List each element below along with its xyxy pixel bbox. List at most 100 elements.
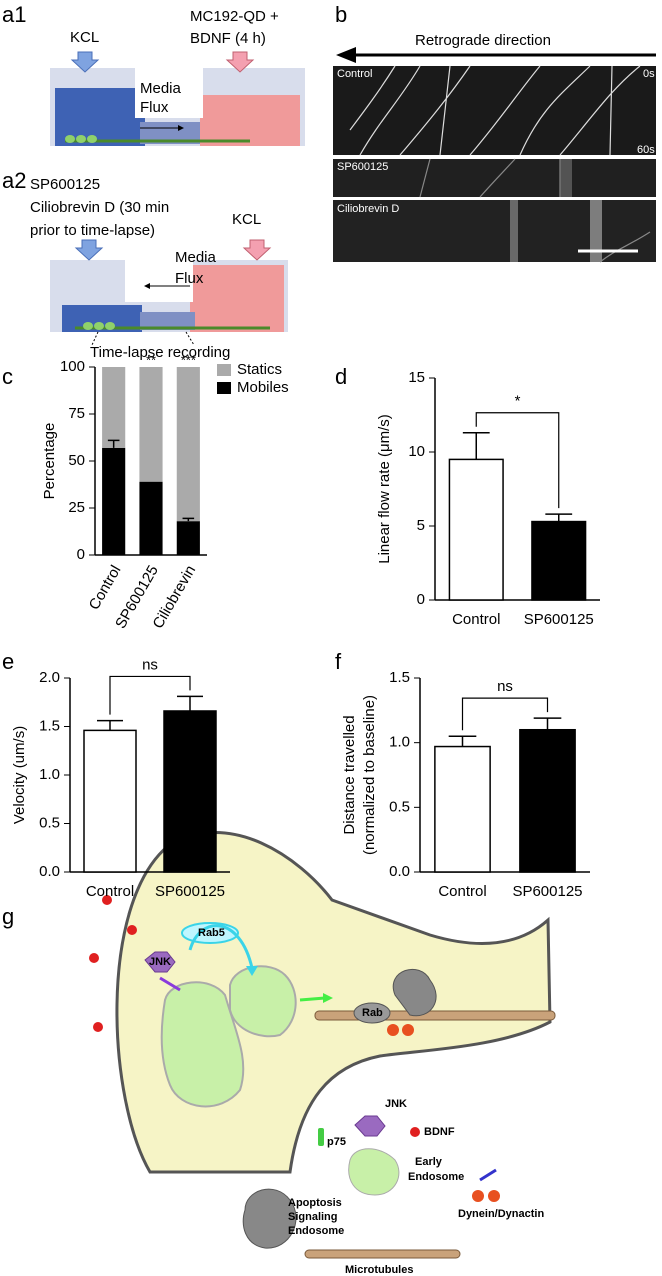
significance-bracket [475, 412, 560, 509]
bar [163, 710, 217, 873]
label: Media [175, 249, 217, 266]
y-tick-label: 0 [417, 591, 425, 608]
y-tick-label: 25 [68, 499, 85, 516]
label: Signaling [288, 1211, 338, 1223]
y-axis-label: Distance travelled [341, 715, 358, 834]
bar [519, 728, 576, 873]
significance: * [515, 393, 521, 410]
panel-label: c [2, 364, 13, 389]
y-tick-label: 0.0 [389, 863, 410, 880]
kymograph-label: Control [337, 68, 372, 80]
error-bar [533, 717, 562, 730]
legend-label: Statics [237, 361, 282, 378]
y-axis-label: Velocity (um/s) [11, 726, 28, 824]
caption: Time-lapse recording [90, 344, 230, 361]
chamber-diagram [50, 51, 305, 146]
label: Media [140, 80, 182, 97]
label: KCL [70, 29, 99, 46]
bar-segment [102, 367, 126, 448]
label: prior to time-lapse) [30, 222, 155, 239]
y-tick-label: 2.0 [39, 669, 60, 686]
bar-segment [139, 367, 163, 482]
y-tick-label: 75 [68, 405, 85, 422]
y-tick-label: 15 [408, 369, 425, 386]
label: MC192-QD + [190, 8, 279, 25]
x-tick-label: Control [452, 611, 500, 628]
bar [531, 520, 587, 601]
label: Flux [140, 99, 169, 116]
label: Ciliobrevin D (30 min [30, 199, 169, 216]
kymograph-label: SP600125 [337, 161, 388, 173]
y-tick-label: 0.5 [389, 798, 410, 815]
legend-label: Mobiles [237, 379, 289, 396]
y-tick-label: 1.0 [389, 734, 410, 751]
x-tick-label: SP600125 [155, 883, 225, 900]
y-axis-label: Percentage [41, 423, 58, 500]
bar-segment [139, 481, 163, 555]
legend-swatch [217, 364, 231, 376]
y-tick-label: 1.5 [39, 717, 60, 734]
legend-swatch [217, 382, 231, 394]
time-label: 0s [643, 68, 655, 80]
panel-label: f [335, 649, 342, 674]
label: Rab [362, 1007, 383, 1019]
significance: *** [181, 352, 196, 367]
y-tick-label: 1.0 [39, 766, 60, 783]
significance: ns [497, 678, 513, 695]
label: Dynein/Dynactin [458, 1208, 544, 1220]
error-bar [177, 695, 203, 711]
x-tick-label: Control [438, 883, 486, 900]
y-tick-label: 0 [77, 546, 85, 563]
error-bar [462, 432, 490, 460]
y-tick-label: 0.0 [39, 863, 60, 880]
bar [434, 745, 491, 873]
panel-label: d [335, 364, 347, 389]
bar-segment [102, 447, 126, 555]
significance: ns [142, 656, 158, 673]
label: Endosome [408, 1171, 464, 1183]
kymographs [333, 65, 656, 263]
panel-label: a2 [2, 168, 26, 193]
x-tick-label: Control [86, 562, 125, 612]
error-bar [545, 513, 573, 522]
x-tick-label: Control [86, 883, 134, 900]
significance-bracket [109, 675, 191, 715]
y-tick-label: 50 [68, 452, 85, 469]
label: SP600125 [30, 176, 100, 193]
bar-segment [176, 367, 200, 522]
label: JNK [149, 956, 171, 968]
y-axis-label: (normalized to baseline) [361, 695, 378, 855]
y-tick-label: 100 [60, 358, 85, 375]
time-label: 60s [637, 144, 655, 156]
kymograph-label: Ciliobrevin D [337, 203, 399, 215]
label: JNK [385, 1098, 407, 1110]
panel-label: g [2, 904, 14, 929]
significance: ** [146, 352, 156, 367]
panel-label: e [2, 649, 14, 674]
chamber-diagram [50, 239, 288, 346]
error-bar [448, 735, 477, 747]
bar-segment [176, 521, 200, 555]
error-bar [97, 719, 123, 731]
label: Early [415, 1156, 443, 1168]
y-tick-label: 0.5 [39, 814, 60, 831]
label: Flux [175, 270, 204, 287]
arrow-head [336, 47, 356, 63]
label: Rab5 [198, 927, 225, 939]
y-axis-label: Linear flow rate (μm/s) [376, 414, 393, 564]
significance-bracket [461, 697, 549, 731]
error-bar [182, 517, 195, 522]
label: Endosome [288, 1225, 344, 1237]
bar [83, 729, 137, 873]
label: KCL [232, 211, 261, 228]
y-tick-label: 5 [417, 517, 425, 534]
label: BDNF [424, 1126, 455, 1138]
x-tick-label: SP600125 [512, 883, 582, 900]
label: BDNF (4 h) [190, 30, 266, 47]
y-tick-label: 1.5 [389, 669, 410, 686]
label: p75 [327, 1136, 346, 1148]
panel-label: a1 [2, 2, 26, 27]
panel-label: b [335, 2, 347, 27]
y-tick-label: 10 [408, 443, 425, 460]
